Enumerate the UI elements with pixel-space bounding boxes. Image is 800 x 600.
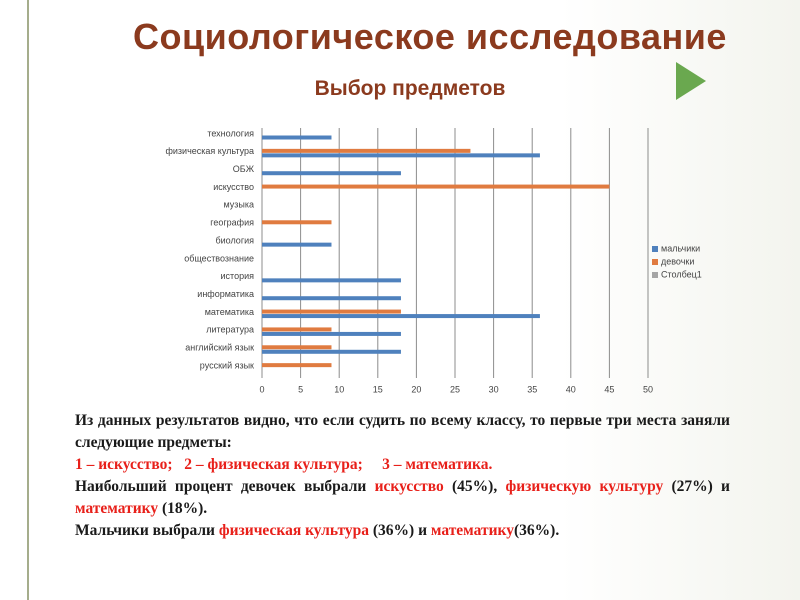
text-segment: 1 – искусство; 2 – физическая культура; … [75, 456, 493, 473]
text-segment: (45%), [443, 478, 506, 495]
x-tick-label: 10 [334, 384, 344, 394]
x-tick-label: 5 [298, 384, 303, 394]
bar [262, 314, 540, 319]
x-tick-label: 20 [411, 384, 421, 394]
y-tick-label: география [210, 218, 254, 228]
text-segment: математику [75, 500, 159, 517]
y-tick-label: биология [215, 235, 254, 245]
text-segment: математику [430, 522, 514, 539]
bar [262, 148, 471, 153]
bar [262, 135, 332, 140]
text-segment: Наибольший процент девочек выбрали [75, 478, 375, 495]
y-tick-label: математика [205, 307, 254, 317]
x-tick-label: 30 [489, 384, 499, 394]
legend-label: мальчики [661, 243, 700, 253]
bar [262, 327, 332, 332]
text-segment: (36%) и [369, 522, 431, 539]
text-segment: (27%) и [663, 478, 734, 495]
slide-subtitle: Выбор предметов [314, 77, 506, 100]
x-tick-label: 0 [259, 384, 264, 394]
text-segment: (18%). [158, 500, 208, 517]
text-segment: физическую культуру [505, 478, 664, 495]
text-segment: физическая культура [218, 522, 369, 539]
y-tick-label: обществознание [184, 253, 254, 263]
x-tick-label: 45 [604, 384, 614, 394]
paragraph: 1 – искусство; 2 – физическая культура; … [75, 454, 730, 476]
text-segment: (36%). [514, 522, 560, 539]
bar [262, 278, 401, 283]
y-tick-label: информатика [197, 289, 254, 299]
y-tick-label: музыка [223, 200, 254, 210]
x-tick-label: 15 [373, 384, 383, 394]
bar [262, 349, 401, 354]
slide-title: Социологическое исследование [133, 16, 727, 57]
y-tick-label: технология [207, 128, 254, 138]
x-tick-label: 50 [643, 384, 653, 394]
chart: 0 5 10 15 20 25 30 35 40 45 50 технология физическая… [165, 128, 702, 394]
paragraph: Из данных результатов видно, что если су… [75, 410, 730, 454]
legend-swatch [652, 272, 658, 278]
bar [262, 220, 332, 225]
paragraph: Наибольший процент девочек выбрали искус… [75, 476, 730, 520]
legend-swatch [652, 246, 658, 252]
text-segment: Из данных результатов видно, что если су… [75, 412, 734, 451]
conclusion-text: Из данных результатов видно, что если су… [75, 410, 730, 542]
x-tick-label: 35 [527, 384, 537, 394]
bar [262, 331, 401, 336]
bar [262, 171, 401, 176]
y-tick-label: английский язык [185, 343, 254, 353]
y-tick-label: история [221, 271, 255, 281]
x-tick-label: 40 [566, 384, 576, 394]
bar [262, 184, 610, 189]
y-tick-label: литература [206, 325, 254, 335]
legend-swatch [652, 259, 658, 265]
bar [262, 153, 540, 158]
text-segment: Мальчики выбрали [75, 522, 219, 539]
y-tick-label: физическая культура [165, 146, 254, 156]
legend-label: девочки [661, 256, 694, 266]
bar [262, 309, 401, 314]
y-tick-label: искусство [213, 182, 254, 192]
text-segment: искусство [374, 478, 444, 495]
y-tick-label: ОБЖ [233, 164, 255, 174]
arrow-icon [676, 62, 706, 100]
bar [262, 363, 332, 368]
bar [262, 345, 332, 350]
y-tick-label: русский язык [200, 360, 254, 370]
bar [262, 242, 332, 247]
x-tick-label: 25 [450, 384, 460, 394]
legend-label: Столбец1 [661, 269, 702, 279]
paragraph: Мальчики выбрали физическая культура (36… [75, 520, 730, 542]
bar [262, 296, 401, 301]
